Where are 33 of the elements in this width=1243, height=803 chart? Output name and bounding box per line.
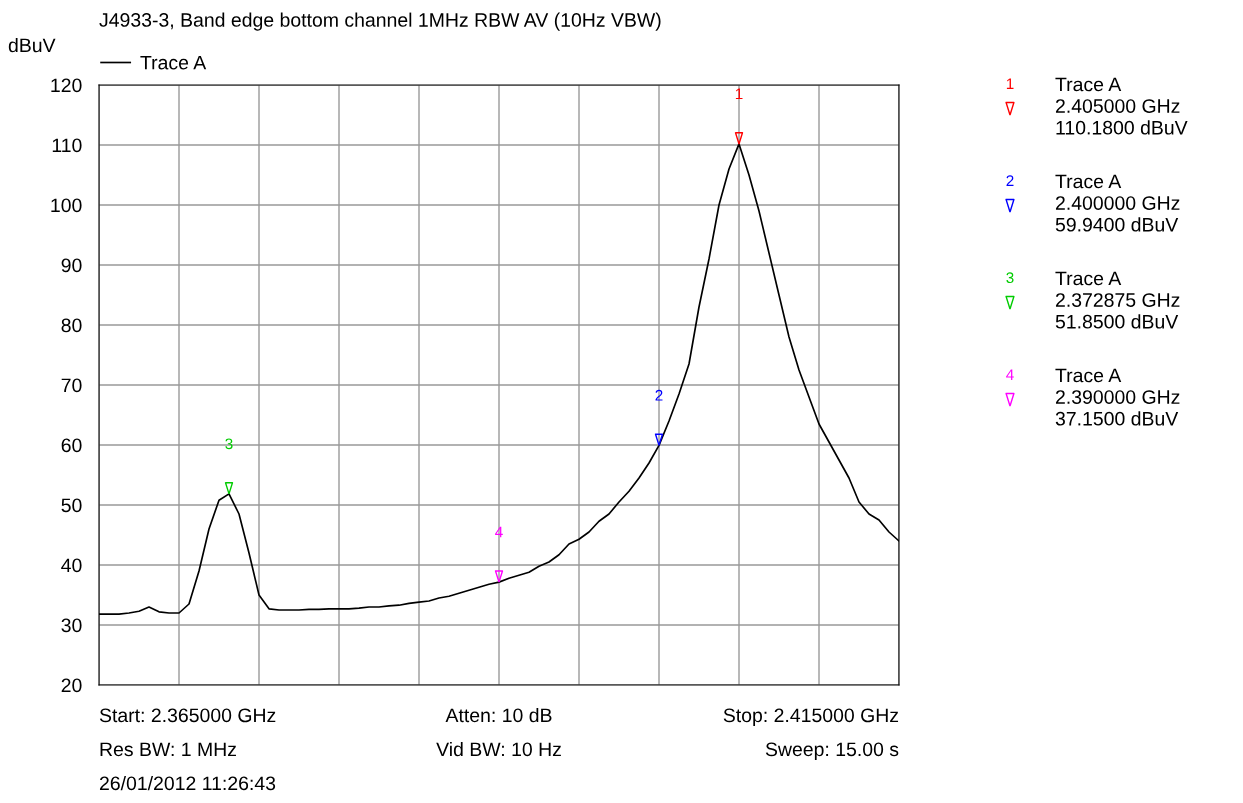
y-tick-label: 120 (51, 78, 82, 93)
annotation: 2 (655, 389, 663, 401)
text: 4 (1006, 369, 1014, 380)
text: Trace A 2.400000 GHz 59.9400 dBuV (1055, 174, 1180, 232)
text: 2 (1006, 175, 1014, 186)
text: Vid BW: 10 Hz (436, 741, 561, 757)
y-axis-title: dBuV (8, 37, 56, 53)
text: Atten: 10 dB (445, 707, 552, 723)
annotation: 3 (225, 438, 233, 450)
y-tick-label: 110 (52, 138, 82, 153)
text: Trace A 2.390000 GHz 37.1500 dBuV (1055, 368, 1180, 426)
y-tick-label: 90 (61, 258, 82, 273)
text: 1 (1006, 78, 1014, 89)
y-tick-label: 30 (61, 618, 82, 633)
text: Res BW: 1 MHz (100, 742, 236, 757)
text: Stop: 2.415000 GHz (723, 708, 899, 727)
text: Trace A 2.405000 GHz 110.1800 dBuV (1055, 77, 1188, 135)
text: 26/01/2012 11:26:43 (99, 775, 276, 791)
y-tick-label: 20 (61, 678, 82, 693)
y-tick-label: 60 (61, 438, 82, 453)
y-tick-label: 40 (61, 558, 82, 573)
annotation: 1 (735, 88, 743, 100)
legend-label: Trace A (140, 55, 207, 70)
text: Start: 2.365000 GHz (99, 708, 276, 723)
annotation: 4 (495, 526, 503, 538)
y-tick-label: 80 (61, 318, 82, 333)
y-tick-label: 100 (51, 198, 82, 213)
y-tick-label: 50 (61, 498, 82, 513)
chart-title: J4933-3, Band edge bottom channel 1MHz RBW AV (10Hz VBW) (99, 12, 661, 31)
y-tick-label: 70 (61, 378, 82, 393)
text: 3 (1006, 272, 1014, 284)
text: Sweep: 15.00 s (765, 742, 899, 761)
text: Trace A 2.372875 GHz 51.8500 dBuV (1055, 271, 1180, 329)
